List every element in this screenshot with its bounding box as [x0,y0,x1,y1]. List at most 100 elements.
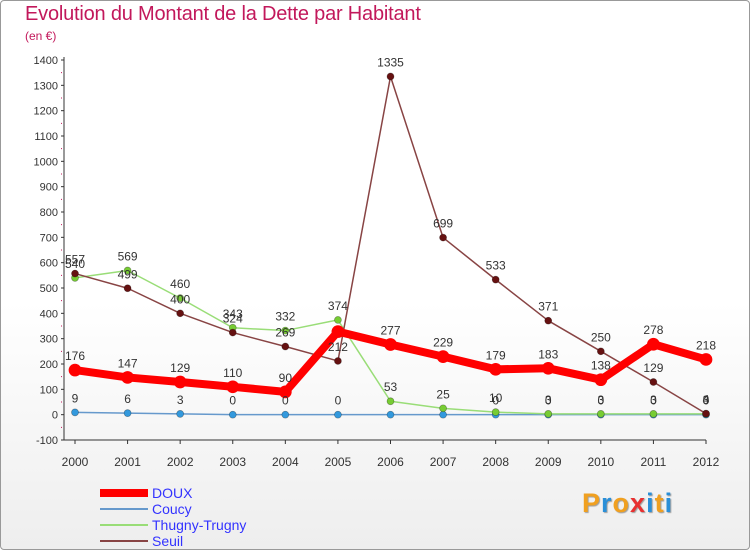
data-label-seuil: 4 [703,393,710,407]
data-label-thugny-trugny: 569 [118,250,138,264]
data-label-seuil: 324 [223,312,243,326]
data-point-doux [489,362,503,376]
data-point-seuil [544,316,553,325]
data-label-coucy: 0 [650,394,657,408]
data-label-thugny-trugny: 3 [703,393,710,407]
data-point-doux [594,373,608,387]
data-point-doux [68,363,82,377]
data-point-thugny-trugny [596,410,605,418]
data-label-coucy: 6 [124,392,131,406]
data-label-coucy: 0 [545,394,552,408]
data-point-coucy [281,410,290,419]
x-tick-label: 2000 [62,455,89,469]
data-label-seuil: 371 [538,300,558,314]
x-tick-label: 2001 [114,455,141,469]
data-label-coucy: 0 [703,394,710,408]
data-point-seuil [71,269,79,278]
data-point-coucy [439,410,447,419]
data-point-doux [647,337,660,351]
y-tick-label: -100 [36,435,58,447]
data-label-thugny-trugny: 25 [436,387,450,401]
legend-item-thugny-trugny: Thugny-Trugny [100,517,246,533]
series-group [68,72,713,419]
data-label-thugny-trugny: 343 [223,307,243,321]
data-label-coucy: 0 [229,394,236,408]
data-label-seuil: 400 [170,292,190,306]
x-tick-labels: 2000 2001 2002 2003 2004 2005 2006 2007 2008 2009… [62,440,720,469]
data-point-seuil [702,409,710,418]
data-label-doux: 183 [538,347,558,361]
data-point-coucy [386,410,395,419]
data-label-thugny-trugny: 3 [597,393,604,407]
data-point-coucy [176,410,185,418]
y-tick-label: 300 [40,334,58,346]
x-tick-label: 2002 [167,455,194,469]
data-label-thugny-trugny: 3 [545,393,552,407]
legend: DOUX Coucy Thugny-Trugny Seuil [100,485,246,549]
y-tick-label: 600 [40,258,58,270]
data-point-doux [699,353,713,366]
data-point-doux [541,361,555,375]
legend-label: Coucy [152,501,192,517]
data-label-doux: 277 [380,323,400,337]
data-point-thugny-trugny [334,316,342,324]
data-point-seuil [123,284,132,293]
legend-swatch [100,489,148,497]
data-point-doux [173,375,187,389]
data-label-doux: 129 [170,361,190,375]
data-point-seuil [228,328,237,337]
x-tick-label: 2010 [587,455,614,469]
data-point-seuil [281,342,290,351]
data-label-seuil: 699 [433,217,453,231]
data-point-seuil [334,357,342,365]
data-label-seuil: 212 [328,340,348,354]
x-tick-label: 2008 [482,455,509,469]
data-point-seuil [649,378,658,386]
y-tick-label: 200 [40,359,58,371]
data-label-doux: 90 [279,371,293,385]
data-label-seuil: 533 [486,259,506,273]
data-label-seuil: 557 [65,253,85,267]
data-point-doux [331,325,345,338]
legend-swatch [100,508,148,510]
legend-item-seuil: Seuil [100,533,246,549]
data-point-seuil [439,233,447,242]
y-tick-label: 1200 [34,106,58,118]
data-label-coucy: 0 [597,394,604,408]
data-label-doux: 229 [433,336,453,350]
legend-label: DOUX [152,485,193,501]
data-point-seuil [491,275,500,284]
y-tick-label: 800 [40,207,58,219]
legend-item-doux: DOUX [100,485,246,501]
data-label-thugny-trugny: 374 [328,299,348,313]
data-label-coucy: 0 [492,394,499,408]
y-tick-label: 100 [40,384,58,396]
legend-item-coucy: Coucy [100,501,246,517]
data-point-doux [278,385,292,399]
data-label-coucy: 3 [177,393,184,407]
y-tick-label: 1400 [34,55,58,67]
y-tick-label: 500 [40,283,58,295]
data-label-seuil: 499 [118,267,138,281]
legend-swatch [100,540,148,542]
data-label-doux: 278 [643,323,663,337]
data-point-coucy [123,409,132,417]
data-label-thugny-trugny: 332 [275,310,295,324]
data-label-doux: 110 [223,366,242,380]
data-label-thugny-trugny: 3 [650,393,657,407]
data-point-thugny-trugny [386,397,395,406]
chart-subtitle: (en €) [25,29,57,43]
x-tick-label: 2007 [430,455,457,469]
legend-label: Seuil [152,533,184,549]
data-label-thugny-trugny: 460 [170,277,190,291]
data-point-thugny-trugny [439,404,447,413]
data-label-coucy: 0 [282,394,289,408]
data-point-seuil [176,309,185,318]
data-point-thugny-trugny [176,294,185,302]
data-point-doux [121,371,134,384]
data-label-doux: 176 [65,349,85,363]
data-point-thugny-trugny [649,410,658,418]
data-label-doux: 147 [118,356,138,370]
